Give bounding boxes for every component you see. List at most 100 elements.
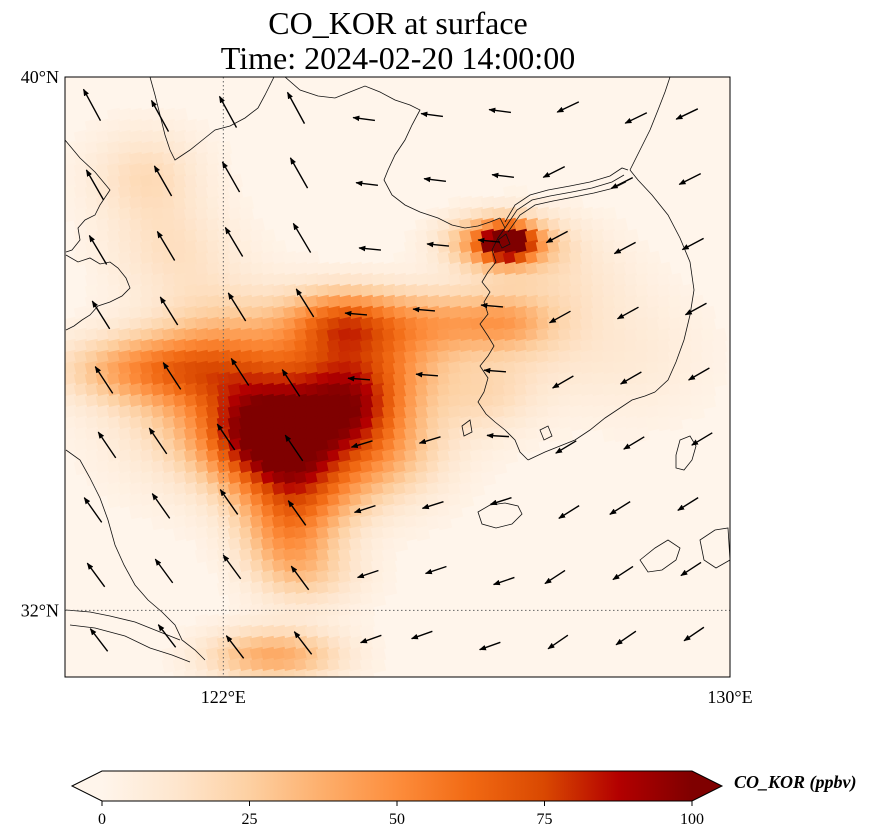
wind-arrow	[224, 226, 244, 257]
wind-vectors	[82, 88, 713, 659]
field-cell	[480, 470, 497, 487]
small-island-1	[461, 419, 473, 437]
wind-arrow	[150, 99, 170, 132]
wind-arrow	[410, 630, 433, 640]
wind-arrow	[162, 361, 182, 390]
wind-arrow	[352, 115, 375, 122]
wind-arrow	[82, 88, 102, 121]
field-cell	[491, 459, 508, 476]
wind-arrow	[289, 157, 309, 189]
colorbar: 0 25 50 75 100 CO_KOR (ppbv)	[70, 770, 857, 828]
wind-arrow	[359, 634, 382, 644]
wind-arrow	[421, 500, 444, 510]
field-cell	[436, 514, 453, 531]
border-line-1	[504, 167, 629, 223]
longitude-label: 122°E	[201, 687, 246, 707]
wind-arrow	[678, 172, 702, 186]
border-line-2	[504, 174, 625, 229]
wind-arrow	[547, 634, 569, 650]
wind-arrow	[86, 562, 106, 588]
wind-arrow	[281, 369, 301, 397]
field-cell	[711, 371, 728, 388]
wind-arrow	[426, 241, 450, 248]
field-cell	[524, 437, 541, 454]
coastline-yangtze-south	[69, 624, 191, 663]
wind-arrow	[616, 306, 639, 320]
map-panel[interactable]	[63, 76, 731, 684]
field-cell	[392, 536, 409, 553]
field-cell	[557, 426, 574, 443]
wind-arrow	[148, 427, 168, 455]
wind-arrow	[623, 436, 645, 450]
coastline-korea-south	[527, 391, 656, 461]
field-cell	[414, 525, 431, 542]
colorbar-tick-label: 25	[242, 811, 258, 828]
field-cell	[469, 481, 486, 498]
wind-arrow	[544, 569, 566, 585]
field-cell	[634, 426, 651, 443]
wind-arrow	[555, 440, 577, 454]
wind-arrow	[615, 630, 637, 646]
wind-arrow	[230, 357, 250, 386]
wind-arrow	[350, 440, 373, 449]
border-line-3	[507, 181, 627, 233]
wind-arrow	[681, 237, 704, 251]
field-cell	[447, 503, 464, 520]
wind-arrow	[151, 493, 171, 519]
longitude-label: 130°E	[707, 687, 752, 707]
wind-arrow	[344, 310, 368, 317]
latitude-label: 32°N	[21, 600, 59, 620]
wind-arrow	[420, 111, 443, 118]
concentration-field	[65, 107, 728, 677]
latitude-label: 40°N	[21, 67, 59, 87]
wind-arrow	[687, 367, 710, 381]
wind-arrow	[683, 626, 705, 642]
wind-arrow	[295, 288, 315, 318]
colorbar-tick-label: 100	[680, 811, 704, 828]
kyushu-coast	[699, 527, 730, 569]
wind-arrow	[412, 306, 436, 313]
field-cell	[458, 492, 475, 509]
wind-arrow	[356, 569, 379, 579]
wind-arrow	[612, 565, 634, 581]
wind-arrow	[156, 230, 176, 261]
wind-arrow	[227, 292, 247, 322]
wind-arrow	[613, 241, 636, 255]
field-cell	[689, 404, 706, 421]
wind-arrow	[284, 434, 304, 462]
field-cell	[381, 580, 398, 597]
wind-arrow	[290, 565, 310, 591]
wind-arrow	[415, 371, 439, 378]
wind-arrow	[293, 631, 313, 655]
wind-arrow	[225, 635, 245, 659]
wind-arrow	[159, 296, 179, 326]
wind-arrow	[624, 112, 648, 124]
wind-arrow	[286, 91, 306, 124]
wind-arrow	[556, 101, 580, 113]
wind-arrow	[489, 496, 512, 506]
field-cell	[700, 393, 717, 410]
figure-time-label: Time: 2024-02-20 14:00:00	[220, 40, 576, 76]
wind-arrow	[609, 501, 631, 515]
wind-arrow	[89, 628, 109, 652]
colorbar-tick-label: 50	[389, 811, 405, 828]
wind-arrow	[418, 436, 441, 445]
wind-arrow	[488, 107, 511, 114]
wind-arrow	[353, 504, 376, 514]
wind-arrow	[680, 561, 702, 577]
coastline-yangtze-north	[65, 609, 181, 641]
coastline-shandong-north	[65, 139, 111, 253]
wind-arrow	[94, 366, 114, 394]
wind-arrow	[486, 432, 510, 439]
wind-arrow	[684, 302, 707, 316]
map-frame	[64, 76, 731, 678]
colorbar-ticks: 0 25 50 75 100	[98, 801, 704, 828]
colorbar-gradient	[102, 771, 692, 801]
field-cell	[370, 657, 387, 674]
coastline-north-east	[629, 77, 671, 171]
gridlines	[65, 77, 730, 677]
coastline-korea-bay	[284, 77, 501, 229]
kyushu-island	[639, 539, 681, 573]
wind-arrow	[558, 505, 580, 519]
